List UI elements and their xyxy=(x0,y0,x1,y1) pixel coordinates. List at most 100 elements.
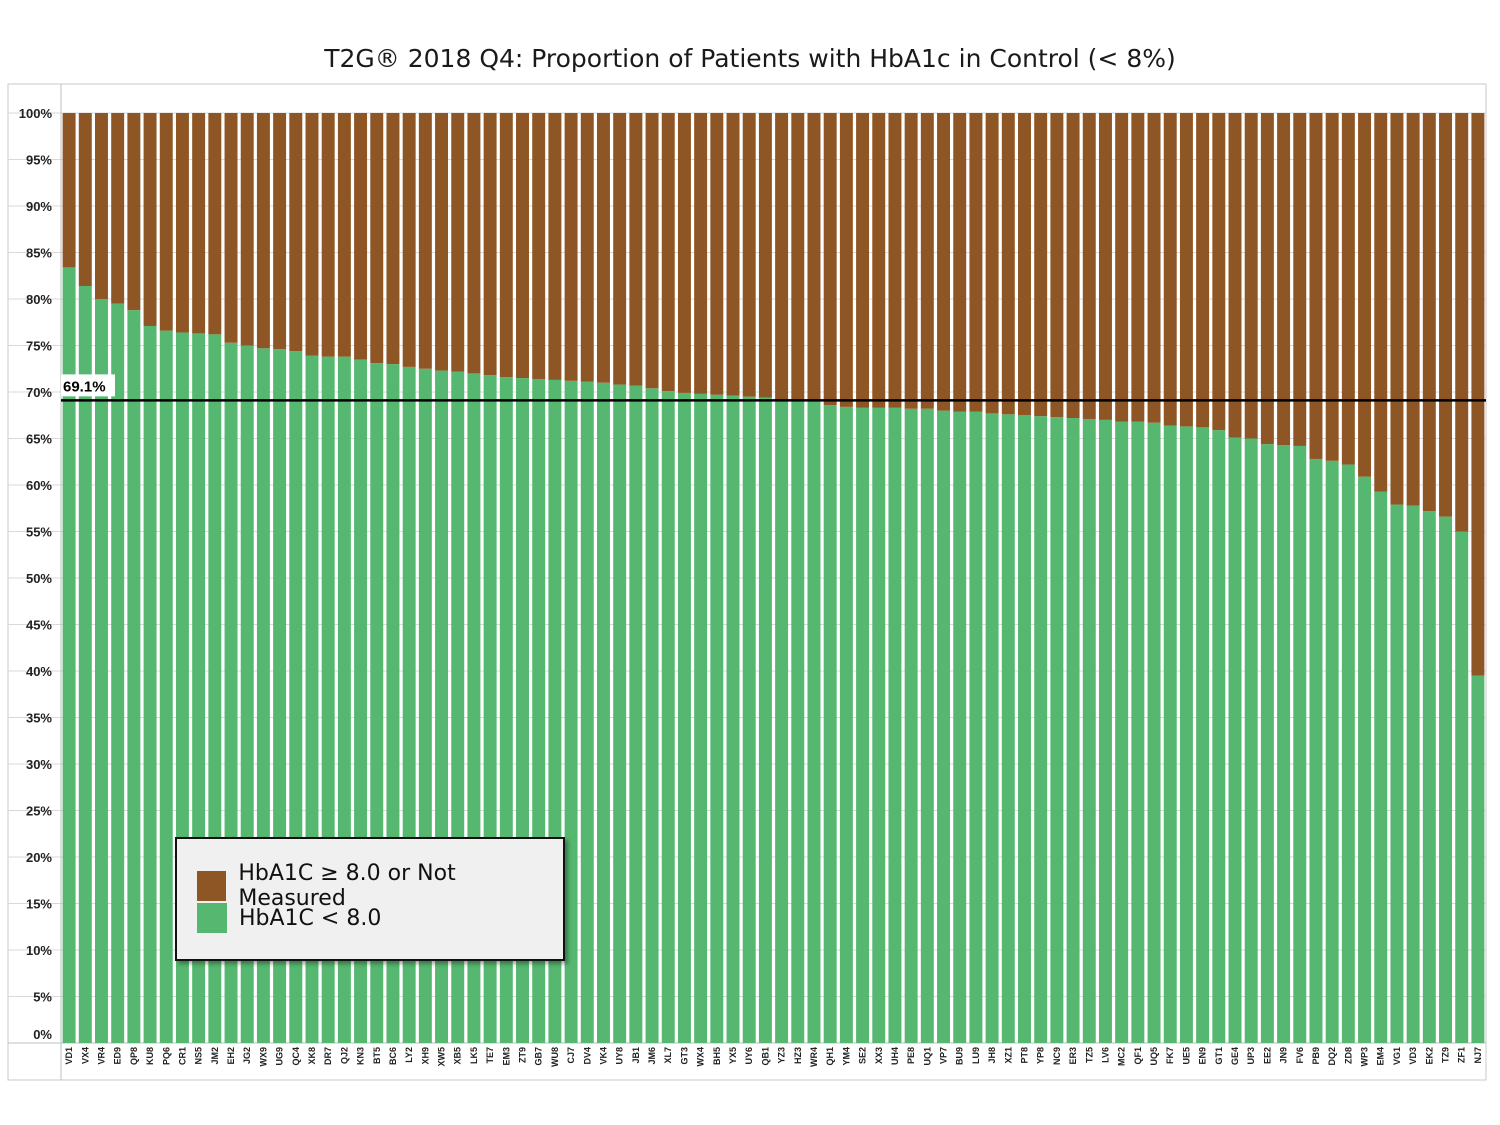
bar-in-control-FK7 xyxy=(1163,425,1177,1044)
bar-in-control-PB9 xyxy=(1309,458,1323,1044)
x-tick-label: CR1 xyxy=(177,1047,187,1065)
x-tick-label: WU8 xyxy=(550,1047,560,1067)
bar-in-control-XZ1 xyxy=(1001,414,1015,1043)
bar-in-control-QH1 xyxy=(823,405,837,1043)
x-tick-label: ZF1 xyxy=(1457,1047,1467,1063)
x-tick-label: JG2 xyxy=(242,1047,252,1064)
bar-in-control-EE2 xyxy=(1260,444,1274,1044)
x-tick-label: UP3 xyxy=(1246,1047,1256,1065)
bar-out-of-control-MC2 xyxy=(1115,113,1129,422)
x-tick-label: PB9 xyxy=(1311,1047,1321,1065)
x-tick-label: LV6 xyxy=(1100,1047,1110,1063)
bar-out-of-control-UY6 xyxy=(742,113,756,397)
bar-in-control-VD3 xyxy=(1406,505,1420,1044)
bar-out-of-control-XB5 xyxy=(451,113,465,372)
x-tick-label: VD3 xyxy=(1408,1047,1418,1065)
x-tick-label: YX5 xyxy=(728,1047,738,1064)
x-tick-label: EE2 xyxy=(1262,1047,1272,1064)
bar-in-control-VX4 xyxy=(78,285,92,1044)
y-tick-label: 55% xyxy=(26,525,52,540)
x-tick-label: VP7 xyxy=(939,1047,949,1064)
bar-out-of-control-EM4 xyxy=(1374,113,1388,492)
x-tick-label: JN9 xyxy=(1279,1047,1289,1064)
bar-out-of-control-YP8 xyxy=(1034,113,1048,417)
bar-out-of-control-WP3 xyxy=(1358,113,1372,477)
bar-out-of-control-LV6 xyxy=(1098,113,1112,420)
bar-out-of-control-YM4 xyxy=(839,113,853,407)
bar-out-of-control-DR7 xyxy=(321,113,335,357)
bar-in-control-PE8 xyxy=(904,408,918,1043)
bar-in-control-BU9 xyxy=(953,411,967,1043)
bar-out-of-control-VP7 xyxy=(937,113,951,411)
y-tick-label: 0% xyxy=(33,1027,52,1042)
legend-item-low: HbA1C < 8.0 xyxy=(197,903,381,933)
bar-in-control-MC2 xyxy=(1115,421,1129,1043)
x-tick-label: EH2 xyxy=(226,1047,236,1065)
y-tick-label: 5% xyxy=(33,990,52,1005)
bar-out-of-control-QF1 xyxy=(1131,113,1145,422)
bar-in-control-TZ5 xyxy=(1082,418,1096,1044)
bar-out-of-control-JG2 xyxy=(240,113,254,346)
x-tick-label: DQ2 xyxy=(1327,1047,1337,1066)
x-tick-label: NJ7 xyxy=(1473,1047,1483,1064)
x-tick-label: CJ7 xyxy=(566,1047,576,1064)
x-tick-label: PE8 xyxy=(906,1047,916,1064)
x-tick-label: QH1 xyxy=(825,1047,835,1066)
bar-in-control-EM4 xyxy=(1374,491,1388,1043)
y-tick-label: 60% xyxy=(26,478,52,493)
bar-out-of-control-NS5 xyxy=(192,113,206,334)
x-tick-label: FV6 xyxy=(1295,1047,1305,1064)
x-tick-label: XZ1 xyxy=(1003,1047,1013,1064)
y-tick-label: 75% xyxy=(26,339,52,354)
x-tick-label: UE5 xyxy=(1181,1047,1191,1065)
x-tick-label: WX9 xyxy=(258,1047,268,1067)
bar-in-control-WX4 xyxy=(694,393,708,1043)
reference-line-label: 69.1% xyxy=(63,378,106,395)
bar-in-control-JB1 xyxy=(629,385,643,1043)
bar-in-control-GT1 xyxy=(1212,430,1226,1043)
x-tick-label: VR4 xyxy=(96,1047,106,1065)
bar-out-of-control-FK7 xyxy=(1163,113,1177,426)
bar-in-control-EN9 xyxy=(1196,427,1210,1044)
bar-in-control-JH8 xyxy=(985,413,999,1043)
bar-out-of-control-EN9 xyxy=(1196,113,1210,428)
bar-out-of-control-PE8 xyxy=(904,113,918,409)
bar-out-of-control-PB9 xyxy=(1309,113,1323,459)
bar-in-control-LU9 xyxy=(969,411,983,1043)
legend-label-low: HbA1C < 8.0 xyxy=(239,905,382,931)
bar-out-of-control-UH4 xyxy=(888,113,902,408)
y-tick-label: 100% xyxy=(19,106,53,121)
bar-out-of-control-DQ2 xyxy=(1325,113,1339,461)
bar-out-of-control-JB1 xyxy=(629,113,643,386)
x-tick-label: QJ2 xyxy=(339,1047,349,1064)
bar-in-control-YM4 xyxy=(839,406,853,1043)
bar-out-of-control-EH2 xyxy=(224,113,238,343)
bar-in-control-BH5 xyxy=(710,394,724,1043)
bar-in-control-PT8 xyxy=(1018,415,1031,1043)
bar-in-control-YZ3 xyxy=(775,400,789,1043)
x-tick-label: GT1 xyxy=(1214,1047,1224,1065)
x-tick-label: UY6 xyxy=(744,1047,754,1065)
reference-label-bg xyxy=(61,374,115,397)
x-tick-label: XX3 xyxy=(874,1047,884,1064)
bar-out-of-control-UE5 xyxy=(1179,113,1193,427)
x-tick-label: PQ6 xyxy=(161,1047,171,1065)
x-tick-label: ZT9 xyxy=(518,1047,528,1063)
bar-out-of-control-LY2 xyxy=(402,113,416,367)
x-tick-label: BH5 xyxy=(712,1047,722,1065)
x-tick-label: PT8 xyxy=(1019,1047,1029,1064)
x-tick-label: TZ5 xyxy=(1084,1047,1094,1063)
y-tick-label: 25% xyxy=(26,804,52,819)
bar-in-control-UP3 xyxy=(1244,438,1258,1043)
bar-in-control-YX5 xyxy=(726,395,740,1044)
bar-out-of-control-GT3 xyxy=(677,113,691,393)
x-tick-label: FK7 xyxy=(1165,1047,1175,1064)
x-tick-label: QB1 xyxy=(760,1047,770,1066)
x-tick-label: EK2 xyxy=(1424,1047,1434,1065)
y-tick-label: 95% xyxy=(26,153,52,168)
bar-out-of-control-UQ5 xyxy=(1147,113,1161,423)
x-tick-label: JH8 xyxy=(987,1047,997,1064)
x-tick-label: YM4 xyxy=(841,1047,851,1066)
bar-out-of-control-PT8 xyxy=(1018,113,1031,416)
